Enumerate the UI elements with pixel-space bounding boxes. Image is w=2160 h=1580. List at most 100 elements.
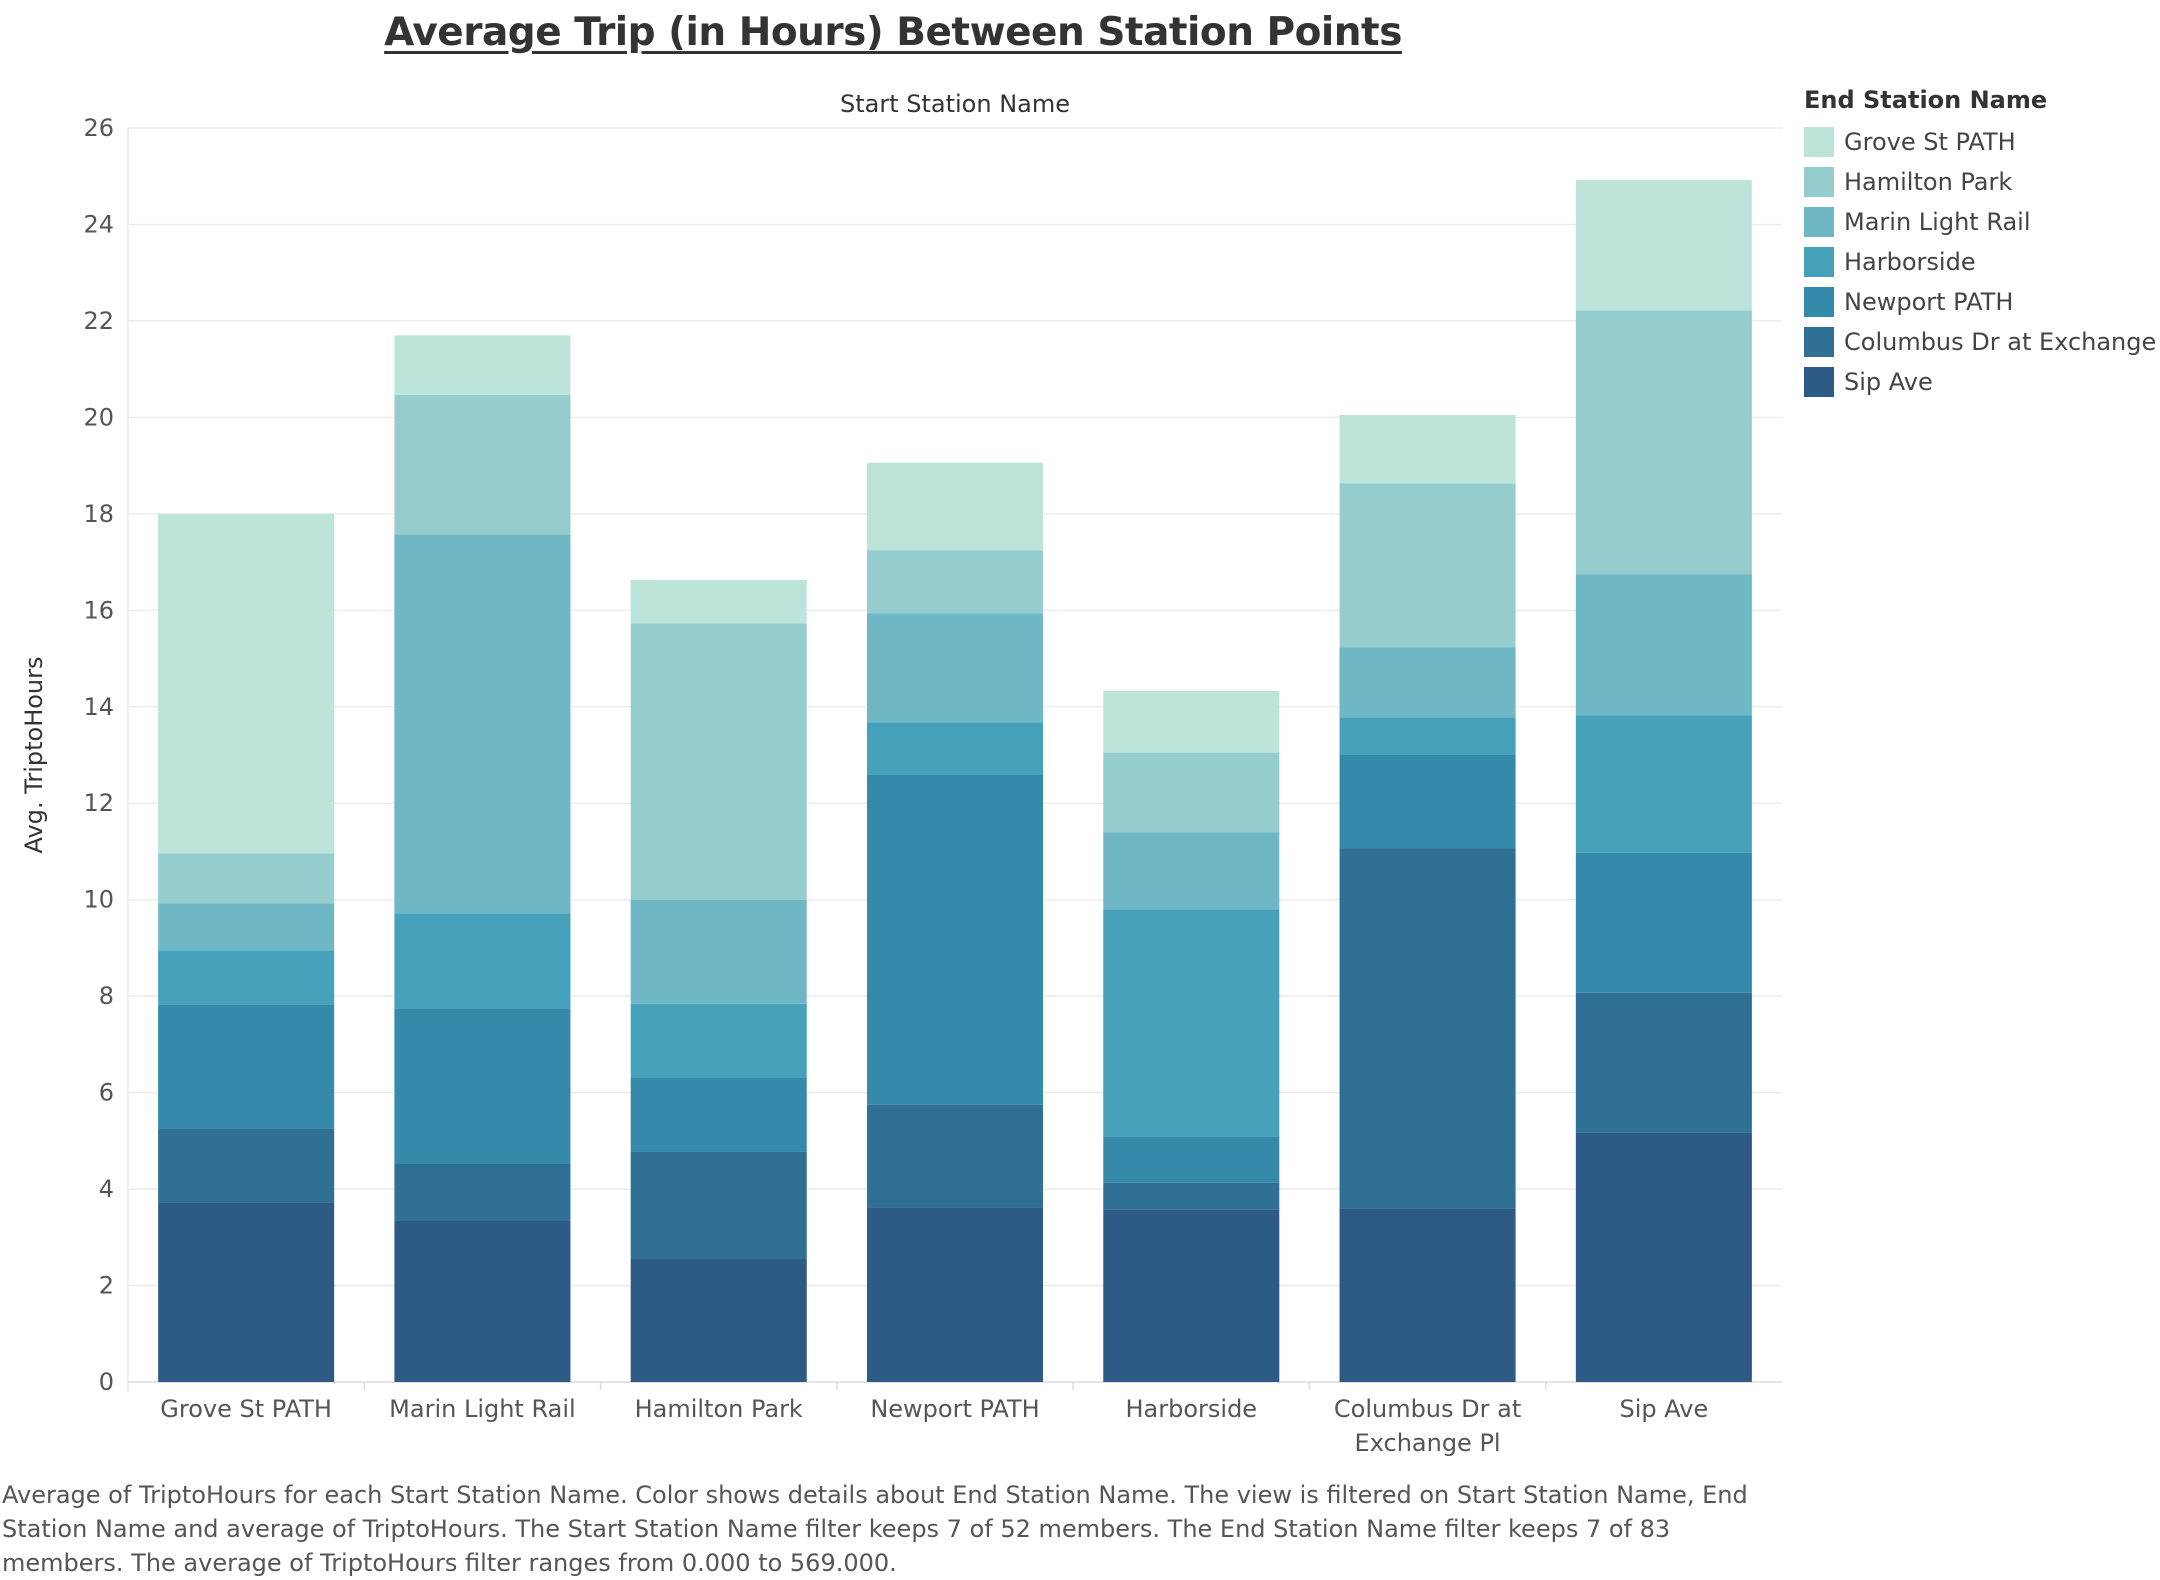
legend-label: Columbus Dr at Exchange Pl: [1844, 328, 2160, 356]
bar-segment: [1339, 1208, 1516, 1382]
bar-segment: [1103, 690, 1280, 753]
bar-segment: [394, 534, 571, 914]
y-tick-label: 22: [83, 307, 114, 335]
bar-segment: [1575, 574, 1752, 716]
bar-segment: [1575, 992, 1752, 1133]
y-tick-label: 20: [83, 403, 114, 431]
bar-segment: [1575, 1132, 1752, 1382]
bar-segment: [1575, 715, 1752, 853]
bar-segment: [866, 1207, 1044, 1382]
legend-label: Sip Ave: [1844, 368, 1933, 396]
x-tick-label: Harborside: [1125, 1395, 1257, 1423]
bar-segment: [394, 913, 571, 1009]
bar-segment: [630, 1003, 807, 1078]
bar-segment: [1339, 848, 1516, 1209]
y-tick-label: 2: [99, 1272, 114, 1300]
x-tick-label: Sip Ave: [1619, 1395, 1708, 1423]
legend-swatch: [1804, 207, 1834, 237]
bar-segment: [1339, 414, 1516, 484]
y-tick-label: 18: [83, 500, 114, 528]
legend-swatch: [1804, 287, 1834, 317]
bar-segment: [394, 1163, 571, 1221]
legend-swatch: [1804, 367, 1834, 397]
legend-items: Grove St PATH Hamilton Park Marin Light Ra…: [1804, 122, 2160, 402]
legend-label: Marin Light Rail: [1844, 208, 2031, 236]
legend: End Station Name Grove St PATH Hamilton P…: [1804, 86, 2160, 402]
legend-swatch: [1804, 247, 1834, 277]
bar-segment: [158, 853, 335, 904]
bar-segment: [630, 899, 807, 1004]
legend-item[interactable]: Newport PATH: [1804, 282, 2160, 322]
chart-title: Average Trip (in Hours) Between Station …: [384, 10, 1402, 55]
bar-segment: [1103, 752, 1280, 833]
x-tick-label: Columbus Dr at: [1334, 1395, 1521, 1423]
y-tick-label: 14: [83, 693, 114, 721]
y-tick-label: 24: [83, 210, 114, 238]
legend-label: Grove St PATH: [1844, 128, 2016, 156]
x-tick-label: Marin Light Rail: [389, 1395, 576, 1423]
bar-segment: [1103, 1136, 1280, 1183]
legend-item[interactable]: Grove St PATH: [1804, 122, 2160, 162]
x-tick-label: Hamilton Park: [635, 1395, 803, 1423]
y-tick-label: 6: [99, 1079, 114, 1107]
bar-segment: [394, 1220, 571, 1382]
y-tick-label: 8: [99, 982, 114, 1010]
legend-label: Hamilton Park: [1844, 168, 2013, 196]
bar-segment: [394, 1008, 571, 1164]
bar-segment: [630, 1151, 807, 1260]
y-axis-title: Avg. TriptoHours: [20, 656, 48, 853]
legend-item[interactable]: Columbus Dr at Exchange Pl: [1804, 322, 2160, 362]
y-tick-label: 12: [83, 789, 114, 817]
legend-item[interactable]: Harborside: [1804, 242, 2160, 282]
y-tick-label: 4: [99, 1175, 114, 1203]
legend-item[interactable]: Hamilton Park: [1804, 162, 2160, 202]
bar-segment: [866, 722, 1044, 775]
chart-caption: Average of TriptoHours for each Start St…: [2, 1481, 1748, 1577]
bar-segment: [630, 1077, 807, 1152]
bar-segment: [1339, 483, 1516, 648]
bar-segment: [866, 1104, 1044, 1208]
bar-segment: [158, 1128, 335, 1203]
y-tick-label: 16: [83, 596, 114, 624]
bar-segment: [1575, 310, 1752, 575]
bar-segment: [394, 394, 571, 535]
legend-swatch: [1804, 327, 1834, 357]
bar-segment: [1339, 647, 1516, 718]
legend-swatch: [1804, 127, 1834, 157]
x-tick-label: Exchange Pl: [1355, 1429, 1501, 1457]
x-tick-label: Grove St PATH: [160, 1395, 332, 1423]
y-tick-label: 10: [83, 886, 114, 914]
bar-segment: [1339, 717, 1516, 755]
bar-segment: [630, 623, 807, 900]
bar-segment: [394, 335, 571, 395]
bar-segment: [1103, 832, 1280, 910]
bar-segment: [630, 579, 807, 624]
legend-item[interactable]: Marin Light Rail: [1804, 202, 2160, 242]
bar-segment: [158, 1202, 335, 1382]
legend-label: Newport PATH: [1844, 288, 2014, 316]
legend-label: Harborside: [1844, 248, 1976, 276]
bar-segment: [1103, 1209, 1280, 1382]
y-tick-label: 26: [83, 114, 114, 142]
bar-segment: [1103, 909, 1280, 1137]
bar-segment: [158, 950, 335, 1005]
bar-segment: [866, 774, 1044, 1105]
bar-segment: [158, 1004, 335, 1129]
bar-segment: [630, 1259, 807, 1382]
legend-item[interactable]: Sip Ave: [1804, 362, 2160, 402]
bar-segment: [158, 513, 335, 854]
bar-segment: [866, 462, 1044, 551]
y-tick-label: 0: [99, 1368, 114, 1396]
bar-segment: [158, 903, 335, 951]
x-axis-title: Start Station Name: [840, 90, 1070, 118]
legend-title: End Station Name: [1804, 86, 2048, 114]
bar-segment: [1339, 755, 1516, 849]
legend-swatch: [1804, 167, 1834, 197]
bar-segment: [1575, 852, 1752, 993]
x-tick-label: Newport PATH: [870, 1395, 1039, 1423]
bar-segment: [1575, 180, 1752, 311]
bar-segment: [1103, 1182, 1280, 1210]
bar-segment: [866, 613, 1044, 723]
bar-segment: [866, 550, 1044, 614]
